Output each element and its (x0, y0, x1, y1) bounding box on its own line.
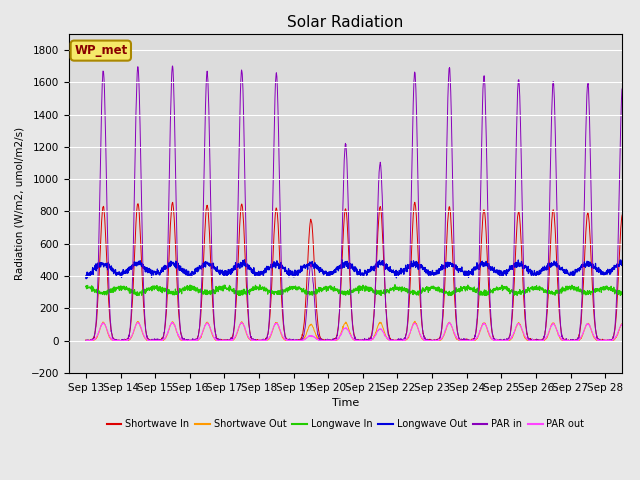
PAR out (138, 325, 145, 331)
Longwave In (396, 287, 404, 292)
Longwave In (82, 284, 90, 289)
PAR in (636, 337, 640, 343)
Shortwave In (628, 336, 636, 341)
PAR in (628, 336, 636, 342)
PAR out (396, 338, 404, 344)
Longwave In (636, 282, 640, 288)
PAR in (138, 186, 145, 192)
PAR out (445, 319, 453, 325)
Shortwave In (411, 199, 419, 205)
PAR out (561, 338, 569, 344)
PAR in (169, 63, 177, 69)
Longwave In (133, 292, 141, 298)
PAR in (82, 338, 90, 344)
Shortwave Out (636, 338, 640, 344)
Line: Shortwave In: Shortwave In (86, 202, 640, 341)
Longwave Out (338, 257, 346, 263)
Shortwave Out (257, 338, 264, 344)
Shortwave In (82, 337, 90, 343)
Text: WP_met: WP_met (74, 44, 127, 57)
Longwave Out (396, 270, 404, 276)
Y-axis label: Radiation (W/m2, umol/m2/s): Radiation (W/m2, umol/m2/s) (15, 127, 25, 280)
Longwave In (628, 286, 636, 291)
Line: Shortwave Out: Shortwave Out (86, 321, 640, 341)
Longwave Out (82, 273, 90, 279)
Shortwave In (257, 338, 265, 344)
Longwave In (530, 286, 538, 291)
Shortwave Out (396, 338, 404, 344)
PAR out (530, 337, 538, 343)
PAR out (257, 338, 265, 344)
Line: Longwave In: Longwave In (86, 285, 640, 295)
Line: PAR in: PAR in (86, 66, 640, 341)
Longwave In (257, 285, 265, 291)
Longwave Out (138, 263, 145, 269)
Shortwave In (636, 337, 640, 343)
Shortwave Out (530, 338, 538, 344)
Longwave Out (628, 267, 636, 273)
Title: Solar Radiation: Solar Radiation (287, 15, 404, 30)
Shortwave Out (561, 338, 569, 344)
Longwave Out (257, 269, 264, 275)
X-axis label: Time: Time (332, 398, 359, 408)
PAR out (82, 338, 90, 344)
Shortwave Out (82, 338, 90, 344)
PAR out (636, 337, 640, 343)
PAR in (561, 337, 569, 343)
Shortwave Out (138, 326, 145, 332)
Line: PAR out: PAR out (86, 322, 640, 341)
Longwave Out (636, 276, 640, 282)
Line: Longwave Out: Longwave Out (86, 260, 640, 279)
Longwave In (138, 290, 145, 296)
PAR in (396, 338, 404, 344)
PAR in (530, 337, 538, 343)
Longwave In (561, 286, 569, 292)
PAR in (257, 338, 265, 344)
Longwave In (635, 282, 640, 288)
Shortwave In (530, 337, 538, 343)
PAR out (83, 338, 90, 344)
Longwave Out (561, 268, 569, 274)
Shortwave In (83, 338, 90, 344)
Shortwave In (561, 337, 569, 343)
Shortwave Out (411, 318, 419, 324)
PAR out (628, 337, 636, 343)
Shortwave Out (628, 337, 636, 343)
Longwave Out (530, 271, 538, 276)
Shortwave In (138, 259, 145, 264)
Legend: Shortwave In, Shortwave Out, Longwave In, Longwave Out, PAR in, PAR out: Shortwave In, Shortwave Out, Longwave In… (103, 415, 588, 433)
Shortwave In (396, 338, 404, 344)
